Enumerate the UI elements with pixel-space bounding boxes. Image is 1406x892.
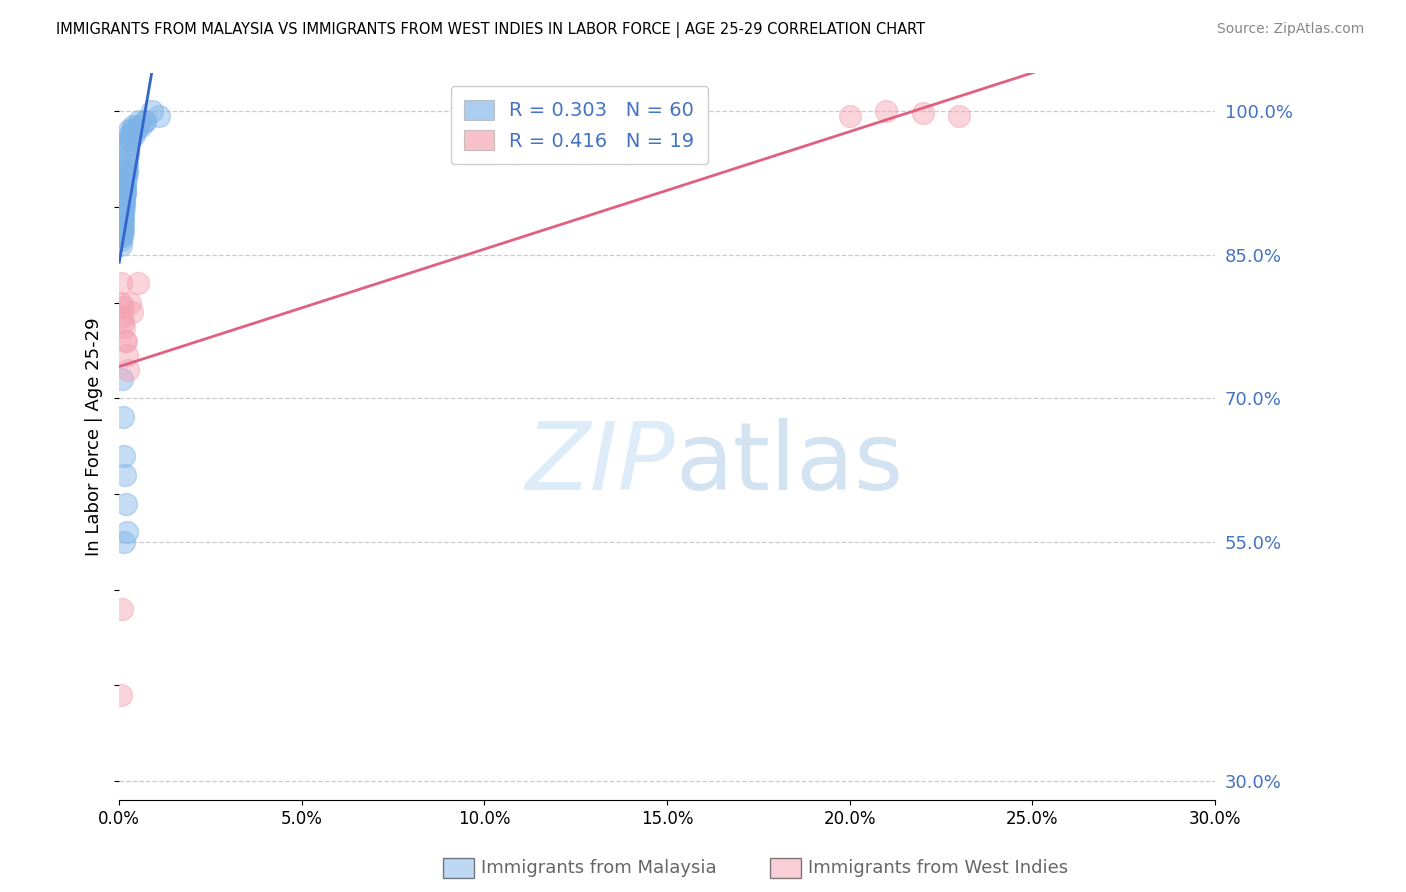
Point xyxy=(112,319,135,334)
Point xyxy=(110,224,132,238)
Point xyxy=(120,128,142,143)
Point xyxy=(114,467,136,482)
Point xyxy=(111,372,134,386)
Point xyxy=(129,119,152,133)
Point xyxy=(112,190,135,204)
Point xyxy=(134,113,156,128)
Point xyxy=(112,315,135,329)
Point xyxy=(125,123,148,137)
Point xyxy=(134,113,156,128)
Point xyxy=(111,214,134,228)
Point xyxy=(120,133,142,147)
Point xyxy=(128,113,150,128)
Point xyxy=(114,181,136,195)
Point xyxy=(111,204,134,219)
Point xyxy=(115,157,138,171)
Point xyxy=(117,152,139,166)
Point xyxy=(911,106,934,120)
Point xyxy=(121,305,143,319)
Point xyxy=(111,310,134,324)
Point xyxy=(117,147,139,161)
Point xyxy=(111,219,134,233)
Point xyxy=(112,195,135,210)
Text: ZIP: ZIP xyxy=(526,418,675,509)
Text: Source: ZipAtlas.com: Source: ZipAtlas.com xyxy=(1216,22,1364,37)
Point xyxy=(118,128,141,143)
Point xyxy=(115,497,138,511)
Point xyxy=(948,109,970,123)
Point xyxy=(112,190,135,204)
Point xyxy=(112,200,135,214)
Point xyxy=(110,228,132,243)
Point xyxy=(110,234,132,248)
Point xyxy=(114,186,136,200)
Point xyxy=(114,186,136,200)
Point xyxy=(114,334,136,348)
Point xyxy=(110,219,132,233)
Point xyxy=(127,277,149,291)
Point xyxy=(117,525,139,540)
Point xyxy=(115,166,138,180)
Text: atlas: atlas xyxy=(675,417,903,510)
Point xyxy=(141,104,163,119)
Point xyxy=(118,133,141,147)
Point xyxy=(127,119,149,133)
Point xyxy=(110,688,132,702)
Point xyxy=(111,224,134,238)
Point xyxy=(112,204,135,219)
Point xyxy=(114,176,136,190)
Point xyxy=(115,171,138,186)
Point xyxy=(111,228,134,243)
Point xyxy=(110,295,132,310)
Point xyxy=(111,224,134,238)
Point xyxy=(111,210,134,224)
Legend: R = 0.303   N = 60, R = 0.416   N = 19: R = 0.303 N = 60, R = 0.416 N = 19 xyxy=(451,87,709,164)
Y-axis label: In Labor Force | Age 25-29: In Labor Force | Age 25-29 xyxy=(86,318,103,556)
Point xyxy=(111,214,134,228)
Point xyxy=(115,161,138,176)
Text: Immigrants from West Indies: Immigrants from West Indies xyxy=(808,859,1069,877)
Point xyxy=(117,348,139,362)
Point xyxy=(875,104,897,119)
Point xyxy=(838,109,860,123)
Point xyxy=(111,301,134,315)
Point xyxy=(115,166,138,180)
Point xyxy=(115,161,138,176)
Point xyxy=(122,128,145,143)
Point xyxy=(111,410,134,425)
Point xyxy=(112,534,135,549)
Point xyxy=(117,137,139,152)
Point xyxy=(117,143,139,157)
Point xyxy=(120,295,142,310)
Point xyxy=(112,195,135,210)
Point xyxy=(111,219,134,233)
Point xyxy=(121,123,143,137)
Point xyxy=(148,109,170,123)
Point xyxy=(122,119,145,133)
Point xyxy=(112,449,135,463)
Point xyxy=(110,228,132,243)
Point xyxy=(110,238,132,252)
Point xyxy=(112,200,135,214)
Point xyxy=(114,181,136,195)
Point xyxy=(111,602,134,616)
Text: Immigrants from Malaysia: Immigrants from Malaysia xyxy=(481,859,717,877)
Point xyxy=(115,334,138,348)
Point xyxy=(110,277,132,291)
Text: IMMIGRANTS FROM MALAYSIA VS IMMIGRANTS FROM WEST INDIES IN LABOR FORCE | AGE 25-: IMMIGRANTS FROM MALAYSIA VS IMMIGRANTS F… xyxy=(56,22,925,38)
Point xyxy=(118,123,141,137)
Point xyxy=(117,362,139,376)
